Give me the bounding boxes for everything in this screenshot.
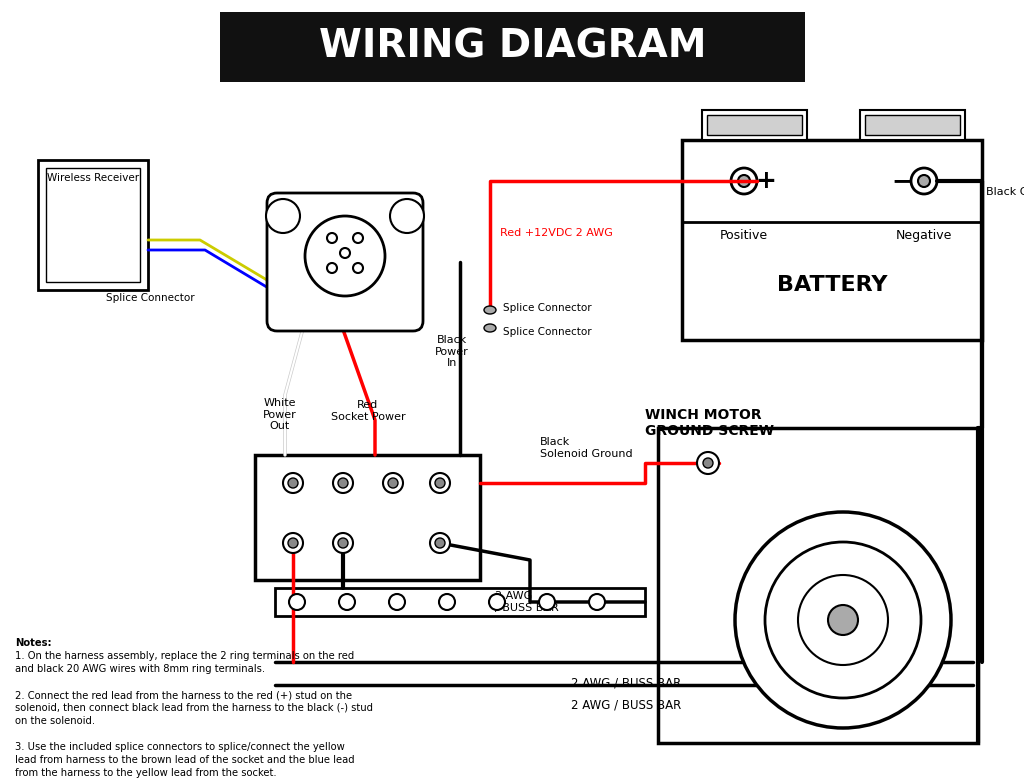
Text: lead from harness to the brown lead of the socket and the blue lead: lead from harness to the brown lead of t… (15, 755, 354, 765)
Circle shape (798, 575, 888, 665)
Bar (38, 160, 148, 290)
Bar (702, 110, 807, 140)
Circle shape (327, 233, 337, 243)
Circle shape (327, 263, 337, 273)
Circle shape (389, 594, 406, 610)
Text: Splice Connector: Splice Connector (503, 327, 592, 337)
Circle shape (283, 533, 303, 553)
Text: 3. Use the included splice connectors to splice/connect the yellow: 3. Use the included splice connectors to… (15, 742, 345, 752)
Circle shape (435, 478, 445, 488)
Circle shape (289, 594, 305, 610)
Circle shape (383, 473, 403, 493)
Text: Positive: Positive (720, 229, 768, 242)
Circle shape (288, 538, 298, 548)
Circle shape (703, 458, 713, 468)
Text: and black 20 AWG wires with 8mm ring terminals.: and black 20 AWG wires with 8mm ring ter… (15, 664, 265, 674)
Bar (275, 588, 645, 616)
Bar (707, 115, 802, 135)
Circle shape (390, 199, 424, 233)
Circle shape (266, 199, 300, 233)
FancyBboxPatch shape (267, 193, 423, 331)
Bar (220, 12, 805, 82)
Circle shape (333, 533, 353, 553)
Circle shape (340, 248, 350, 258)
Circle shape (589, 594, 605, 610)
Circle shape (765, 542, 921, 698)
Text: 2. Connect the red lead from the harness to the red (+) stud on the: 2. Connect the red lead from the harness… (15, 690, 352, 700)
Bar (658, 428, 978, 743)
Circle shape (539, 594, 555, 610)
Circle shape (333, 473, 353, 493)
Text: White
Power
Out: White Power Out (263, 398, 297, 431)
Circle shape (489, 594, 505, 610)
Text: −: − (892, 169, 912, 193)
Circle shape (738, 175, 750, 187)
Text: Negative: Negative (896, 229, 952, 242)
Text: 2 AWG / BUSS BAR: 2 AWG / BUSS BAR (570, 699, 681, 712)
Circle shape (353, 233, 362, 243)
Text: 1. On the harness assembly, replace the 2 ring terminals on the red: 1. On the harness assembly, replace the … (15, 651, 354, 661)
Circle shape (283, 473, 303, 493)
Circle shape (911, 168, 937, 194)
Text: from the harness to the yellow lead from the socket.: from the harness to the yellow lead from… (15, 768, 276, 778)
Text: +: + (756, 169, 776, 193)
Text: Splice Connector: Splice Connector (503, 303, 592, 313)
Text: Wireless Receiver: Wireless Receiver (47, 173, 139, 183)
Text: BATTERY: BATTERY (777, 275, 887, 295)
Circle shape (918, 175, 930, 187)
Text: solenoid, then connect black lead from the harness to the black (-) stud: solenoid, then connect black lead from t… (15, 703, 373, 713)
Bar (865, 115, 961, 135)
Circle shape (439, 594, 455, 610)
Circle shape (828, 605, 858, 635)
Text: WINCH MOTOR
GROUND SCREW: WINCH MOTOR GROUND SCREW (645, 408, 774, 438)
Circle shape (305, 216, 385, 296)
Text: 2 AWG
/ BUSS BAR: 2 AWG / BUSS BAR (495, 591, 559, 613)
Circle shape (339, 594, 355, 610)
Circle shape (388, 478, 398, 488)
Bar (682, 140, 982, 340)
Text: WIRING DIAGRAM: WIRING DIAGRAM (318, 28, 707, 66)
Circle shape (430, 473, 450, 493)
Ellipse shape (484, 324, 496, 332)
Circle shape (338, 478, 348, 488)
Text: Splice Connector: Splice Connector (106, 293, 195, 303)
Circle shape (697, 452, 719, 474)
Circle shape (288, 478, 298, 488)
Bar (860, 110, 965, 140)
Text: Black
Power
In: Black Power In (435, 335, 469, 368)
Circle shape (731, 168, 757, 194)
Bar (46, 168, 140, 282)
Circle shape (353, 263, 362, 273)
Circle shape (338, 538, 348, 548)
Circle shape (735, 512, 951, 728)
Text: Black Ground 2 AWG: Black Ground 2 AWG (986, 187, 1024, 197)
Bar (255, 455, 480, 580)
Text: Notes:: Notes: (15, 638, 51, 648)
Text: Red
Socket Power: Red Socket Power (331, 400, 406, 422)
Text: 2 AWG / BUSS BAR: 2 AWG / BUSS BAR (570, 676, 681, 689)
Ellipse shape (484, 306, 496, 314)
Circle shape (435, 538, 445, 548)
Text: Black
Solenoid Ground: Black Solenoid Ground (540, 438, 633, 459)
Circle shape (430, 533, 450, 553)
Text: Red +12VDC 2 AWG: Red +12VDC 2 AWG (500, 228, 613, 238)
Text: on the solenoid.: on the solenoid. (15, 716, 95, 726)
